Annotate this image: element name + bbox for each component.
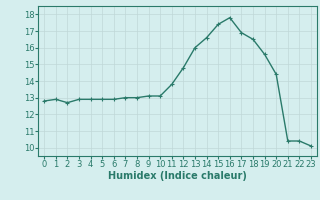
- X-axis label: Humidex (Indice chaleur): Humidex (Indice chaleur): [108, 171, 247, 181]
